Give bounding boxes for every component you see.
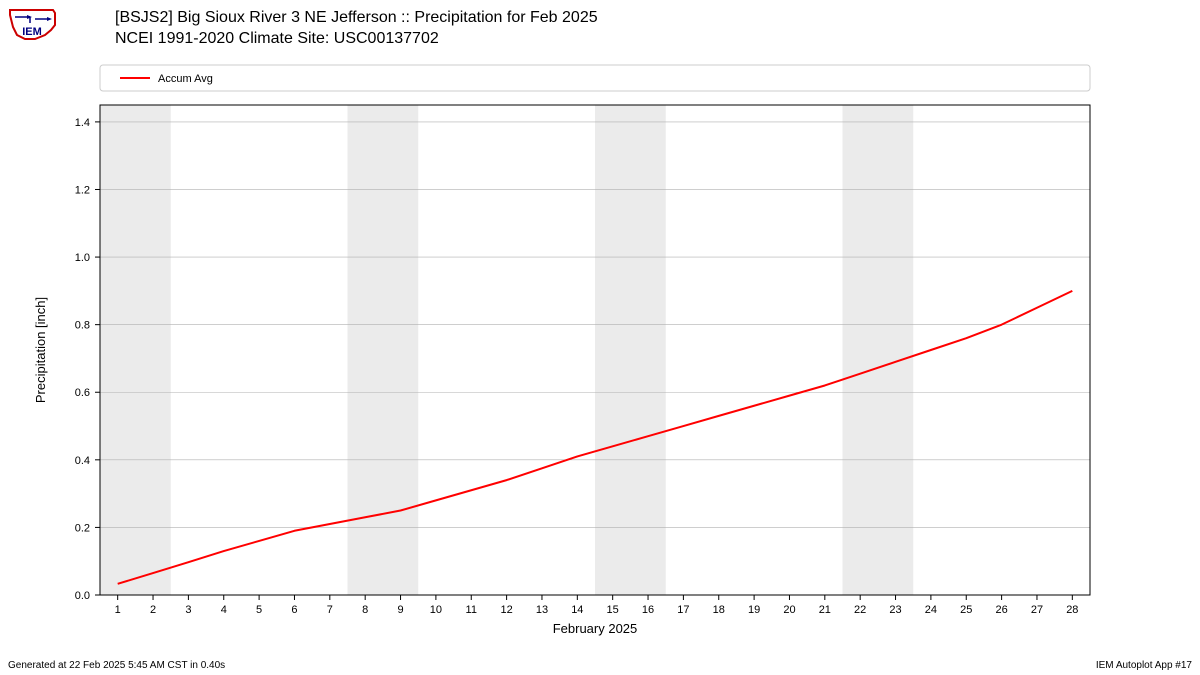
svg-text:0.4: 0.4	[75, 455, 90, 467]
svg-text:5: 5	[256, 604, 262, 616]
title-line-1: [BSJS2] Big Sioux River 3 NE Jefferson :…	[115, 8, 598, 29]
svg-text:11: 11	[466, 604, 477, 616]
svg-text:16: 16	[642, 604, 654, 616]
footer-app-text: IEM Autoplot App #17	[1096, 660, 1192, 671]
svg-text:10: 10	[430, 604, 442, 616]
svg-text:20: 20	[783, 604, 795, 616]
svg-text:21: 21	[819, 604, 831, 616]
svg-text:18: 18	[713, 604, 725, 616]
svg-text:27: 27	[1031, 604, 1043, 616]
svg-text:26: 26	[995, 604, 1007, 616]
title-line-2: NCEI 1991-2020 Climate Site: USC00137702	[115, 29, 598, 50]
svg-text:15: 15	[607, 604, 619, 616]
svg-text:0.0: 0.0	[75, 590, 90, 602]
chart-title: [BSJS2] Big Sioux River 3 NE Jefferson :…	[115, 8, 598, 50]
svg-text:0.8: 0.8	[75, 320, 90, 332]
svg-text:22: 22	[854, 604, 866, 616]
svg-text:0.2: 0.2	[75, 522, 90, 534]
svg-text:24: 24	[925, 604, 937, 616]
svg-text:14: 14	[571, 604, 583, 616]
svg-text:0.6: 0.6	[75, 387, 90, 399]
svg-text:7: 7	[327, 604, 333, 616]
svg-text:8: 8	[362, 604, 368, 616]
svg-text:2: 2	[150, 604, 156, 616]
svg-text:23: 23	[889, 604, 901, 616]
svg-text:9: 9	[397, 604, 403, 616]
svg-text:1: 1	[115, 604, 121, 616]
svg-text:12: 12	[500, 604, 512, 616]
svg-text:3: 3	[185, 604, 191, 616]
svg-text:1.2: 1.2	[75, 184, 90, 196]
svg-text:17: 17	[677, 604, 689, 616]
svg-text:19: 19	[748, 604, 760, 616]
svg-text:13: 13	[536, 604, 548, 616]
precipitation-chart: Accum Avg1234567891011121314151617181920…	[0, 55, 1200, 645]
svg-text:6: 6	[291, 604, 297, 616]
svg-text:1.4: 1.4	[75, 117, 90, 129]
svg-text:Precipitation [inch]: Precipitation [inch]	[33, 297, 48, 403]
svg-text:1.0: 1.0	[75, 252, 90, 264]
svg-text:28: 28	[1066, 604, 1078, 616]
svg-text:IEM: IEM	[22, 26, 42, 38]
iem-logo: IEM	[5, 5, 60, 45]
svg-text:Accum Avg: Accum Avg	[158, 73, 213, 85]
svg-text:4: 4	[221, 604, 227, 616]
svg-text:25: 25	[960, 604, 972, 616]
footer-generated-text: Generated at 22 Feb 2025 5:45 AM CST in …	[8, 660, 225, 671]
svg-text:February 2025: February 2025	[553, 621, 638, 636]
